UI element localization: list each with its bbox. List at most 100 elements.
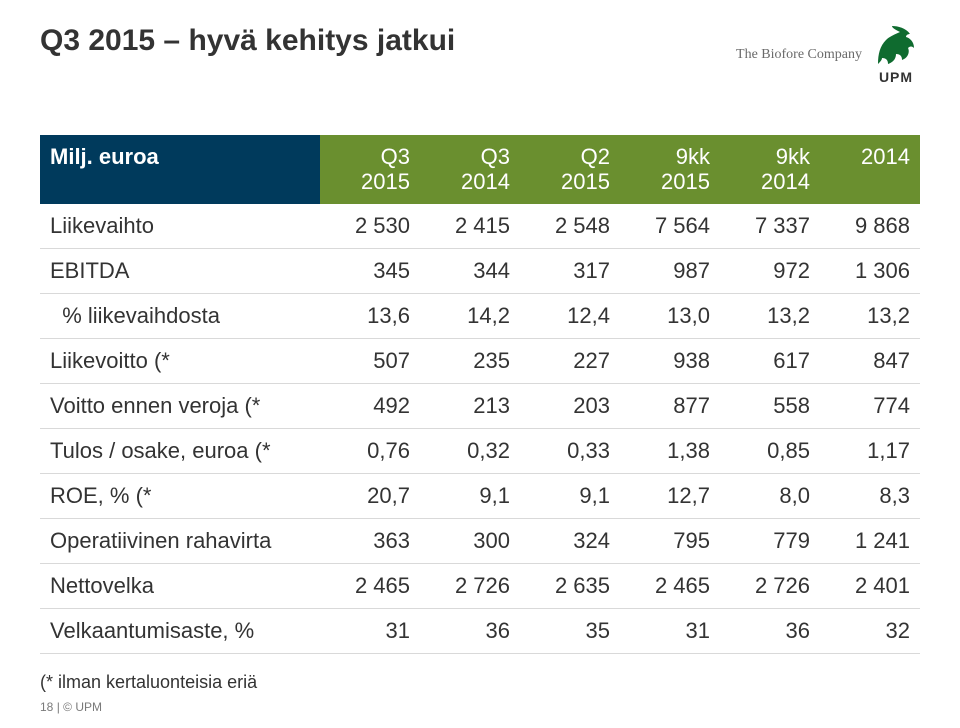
logo-text: UPM	[879, 69, 913, 85]
cell: 363	[320, 518, 420, 563]
table-header: Milj. euroa Q32015 Q32014 Q22015 9kk2015…	[40, 135, 920, 204]
cell: 13,2	[820, 293, 920, 338]
cell: 1,38	[620, 428, 720, 473]
cell: 12,4	[520, 293, 620, 338]
cell: 877	[620, 383, 720, 428]
cell: 31	[620, 608, 720, 653]
cell: 2 465	[620, 563, 720, 608]
cell: 774	[820, 383, 920, 428]
cell: 13,2	[720, 293, 820, 338]
cell: 938	[620, 338, 720, 383]
cell: 345	[320, 248, 420, 293]
cell: 2 548	[520, 204, 620, 249]
cell: 9 868	[820, 204, 920, 249]
table-row: Velkaantumisaste, %313635313632	[40, 608, 920, 653]
table-row: EBITDA3453443179879721 306	[40, 248, 920, 293]
col-header: 9kk2015	[620, 135, 720, 204]
cell: 507	[320, 338, 420, 383]
row-label: Velkaantumisaste, %	[40, 608, 320, 653]
cell: 35	[520, 608, 620, 653]
cell: 8,0	[720, 473, 820, 518]
cell: 14,2	[420, 293, 520, 338]
table-row: Liikevaihto2 5302 4152 5487 5647 3379 86…	[40, 204, 920, 249]
row-label: % liikevaihdosta	[40, 293, 320, 338]
table-row: Liikevoitto (*507235227938617847	[40, 338, 920, 383]
table-corner: Milj. euroa	[40, 135, 320, 204]
financial-table: Milj. euroa Q32015 Q32014 Q22015 9kk2015…	[40, 135, 920, 654]
footer-company: UPM	[75, 700, 102, 714]
cell: 987	[620, 248, 720, 293]
col-header: Q32015	[320, 135, 420, 204]
header: Q3 2015 – hyvä kehitys jatkui The Biofor…	[40, 24, 920, 85]
cell: 7 337	[720, 204, 820, 249]
cell: 2 415	[420, 204, 520, 249]
cell: 779	[720, 518, 820, 563]
cell: 31	[320, 608, 420, 653]
cell: 972	[720, 248, 820, 293]
cell: 0,85	[720, 428, 820, 473]
footer-sep: | ©	[53, 700, 75, 714]
cell: 0,33	[520, 428, 620, 473]
cell: 7 564	[620, 204, 720, 249]
cell: 8,3	[820, 473, 920, 518]
cell: 2 726	[420, 563, 520, 608]
row-label: Operatiivinen rahavirta	[40, 518, 320, 563]
cell: 558	[720, 383, 820, 428]
cell: 12,7	[620, 473, 720, 518]
cell: 2 401	[820, 563, 920, 608]
cell: 36	[420, 608, 520, 653]
cell: 0,76	[320, 428, 420, 473]
cell: 0,32	[420, 428, 520, 473]
cell: 2 530	[320, 204, 420, 249]
row-label: ROE, % (*	[40, 473, 320, 518]
row-label: Voitto ennen veroja (*	[40, 383, 320, 428]
logo-block: The Biofore Company UPM	[736, 24, 920, 85]
cell: 213	[420, 383, 520, 428]
cell: 32	[820, 608, 920, 653]
row-label: EBITDA	[40, 248, 320, 293]
cell: 2 726	[720, 563, 820, 608]
table-row: Nettovelka2 4652 7262 6352 4652 7262 401	[40, 563, 920, 608]
cell: 235	[420, 338, 520, 383]
griffin-icon	[872, 24, 920, 71]
page-title: Q3 2015 – hyvä kehitys jatkui	[40, 24, 455, 58]
footnote: (* ilman kertaluonteisia eriä	[40, 672, 920, 693]
cell: 20,7	[320, 473, 420, 518]
cell: 13,0	[620, 293, 720, 338]
company-tagline: The Biofore Company	[736, 47, 862, 63]
cell: 203	[520, 383, 620, 428]
row-label: Liikevoitto (*	[40, 338, 320, 383]
cell: 2 465	[320, 563, 420, 608]
upm-logo: UPM	[872, 24, 920, 85]
row-label: Liikevaihto	[40, 204, 320, 249]
col-header: Q22015	[520, 135, 620, 204]
cell: 1 306	[820, 248, 920, 293]
row-label: Nettovelka	[40, 563, 320, 608]
page-number: 18	[40, 700, 53, 714]
col-header: 9kk2014	[720, 135, 820, 204]
cell: 36	[720, 608, 820, 653]
slide: Q3 2015 – hyvä kehitys jatkui The Biofor…	[0, 0, 960, 728]
cell: 617	[720, 338, 820, 383]
table-row: Voitto ennen veroja (*492213203877558774	[40, 383, 920, 428]
cell: 1,17	[820, 428, 920, 473]
col-header: Q32014	[420, 135, 520, 204]
cell: 344	[420, 248, 520, 293]
cell: 847	[820, 338, 920, 383]
cell: 1 241	[820, 518, 920, 563]
cell: 795	[620, 518, 720, 563]
cell: 492	[320, 383, 420, 428]
cell: 9,1	[520, 473, 620, 518]
cell: 317	[520, 248, 620, 293]
table-body: Liikevaihto2 5302 4152 5487 5647 3379 86…	[40, 204, 920, 654]
table-row: Operatiivinen rahavirta3633003247957791 …	[40, 518, 920, 563]
cell: 9,1	[420, 473, 520, 518]
table-row: % liikevaihdosta13,614,212,413,013,213,2	[40, 293, 920, 338]
cell: 2 635	[520, 563, 620, 608]
col-header: 2014	[820, 135, 920, 204]
cell: 13,6	[320, 293, 420, 338]
row-label: Tulos / osake, euroa (*	[40, 428, 320, 473]
cell: 324	[520, 518, 620, 563]
table-row: ROE, % (*20,79,19,112,78,08,3	[40, 473, 920, 518]
cell: 227	[520, 338, 620, 383]
